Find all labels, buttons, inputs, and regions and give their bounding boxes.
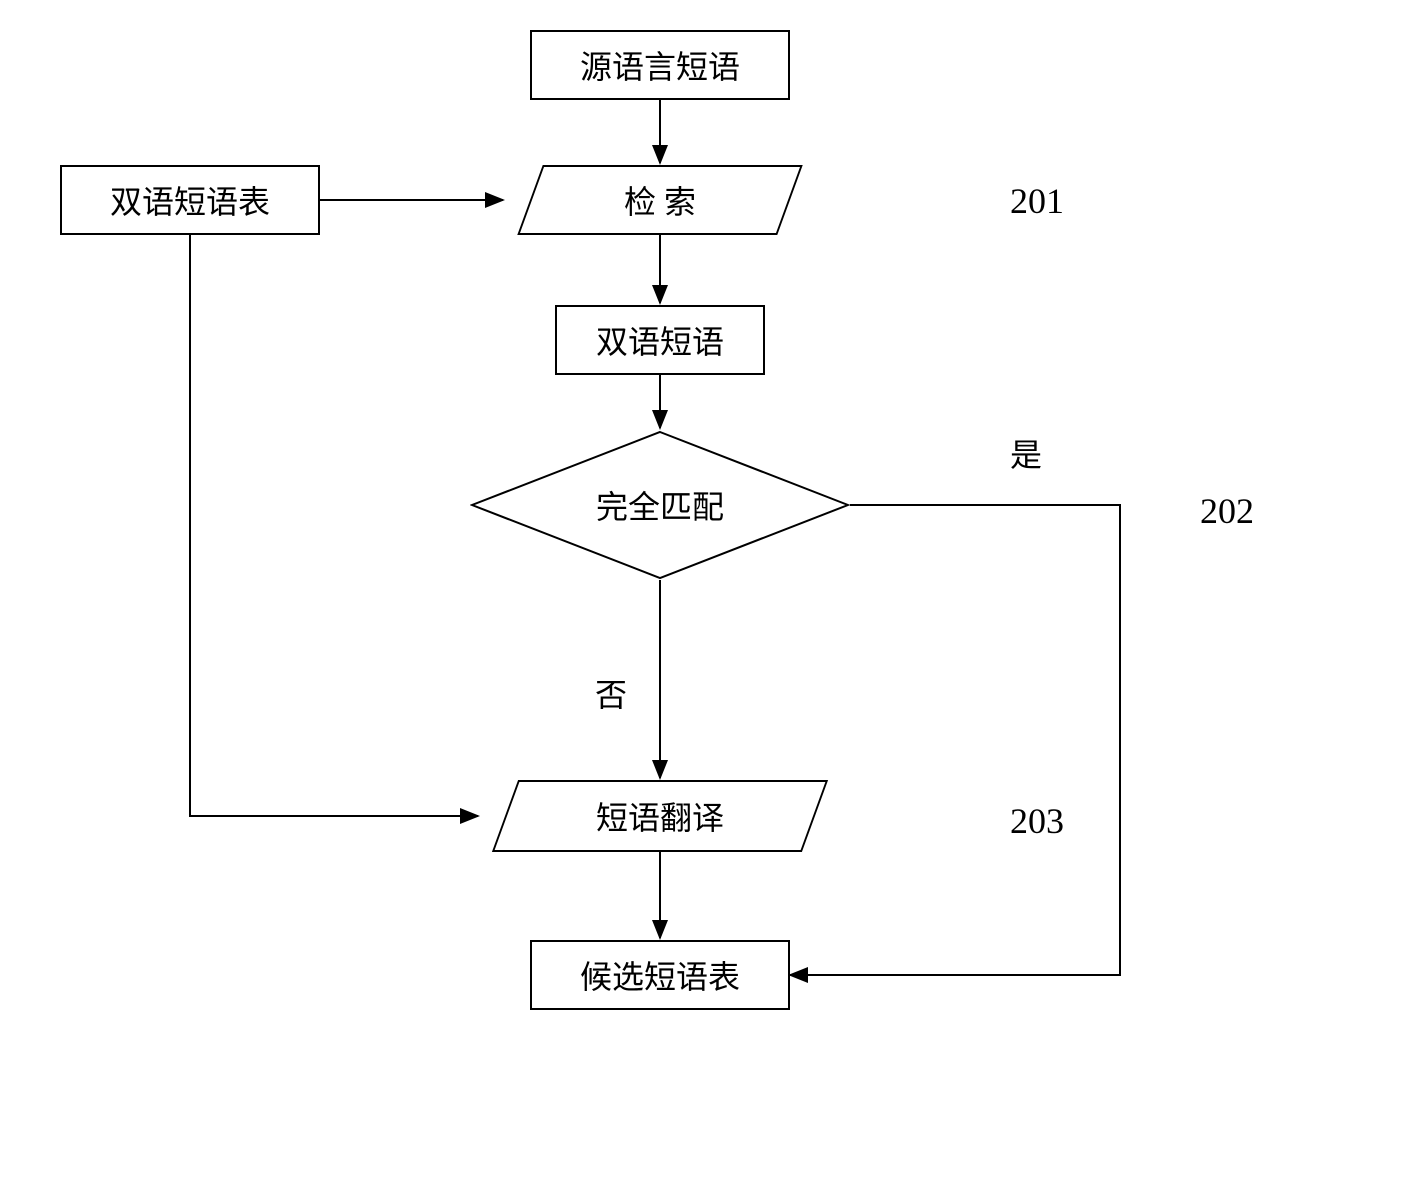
label-yes: 是	[1010, 430, 1042, 476]
step-203: 203	[1010, 800, 1064, 842]
node-bilingual-phrase: 双语短语	[555, 305, 765, 375]
node-label: 双语短语	[596, 317, 724, 363]
node-label: 完全匹配	[596, 482, 724, 528]
node-bilingual-phrase-table: 双语短语表	[60, 165, 320, 235]
node-label: 源语言短语	[580, 42, 740, 88]
step-text: 202	[1200, 491, 1254, 531]
node-label: 双语短语表	[110, 177, 270, 223]
step-201: 201	[1010, 180, 1064, 222]
label-text: 否	[595, 677, 627, 713]
node-source-language-phrase: 源语言短语	[530, 30, 790, 100]
node-candidate-phrase-table: 候选短语表	[530, 940, 790, 1010]
node-label: 检 索	[624, 177, 696, 223]
label-text: 是	[1010, 437, 1042, 473]
node-exact-match: 完全匹配	[470, 430, 850, 580]
node-retrieve: 检 索	[530, 165, 790, 235]
node-label: 短语翻译	[596, 793, 724, 839]
label-no: 否	[595, 670, 627, 716]
step-text: 201	[1010, 181, 1064, 221]
node-phrase-translate: 短语翻译	[505, 780, 815, 852]
step-text: 203	[1010, 801, 1064, 841]
step-202: 202	[1200, 490, 1254, 532]
node-label: 候选短语表	[580, 952, 740, 998]
